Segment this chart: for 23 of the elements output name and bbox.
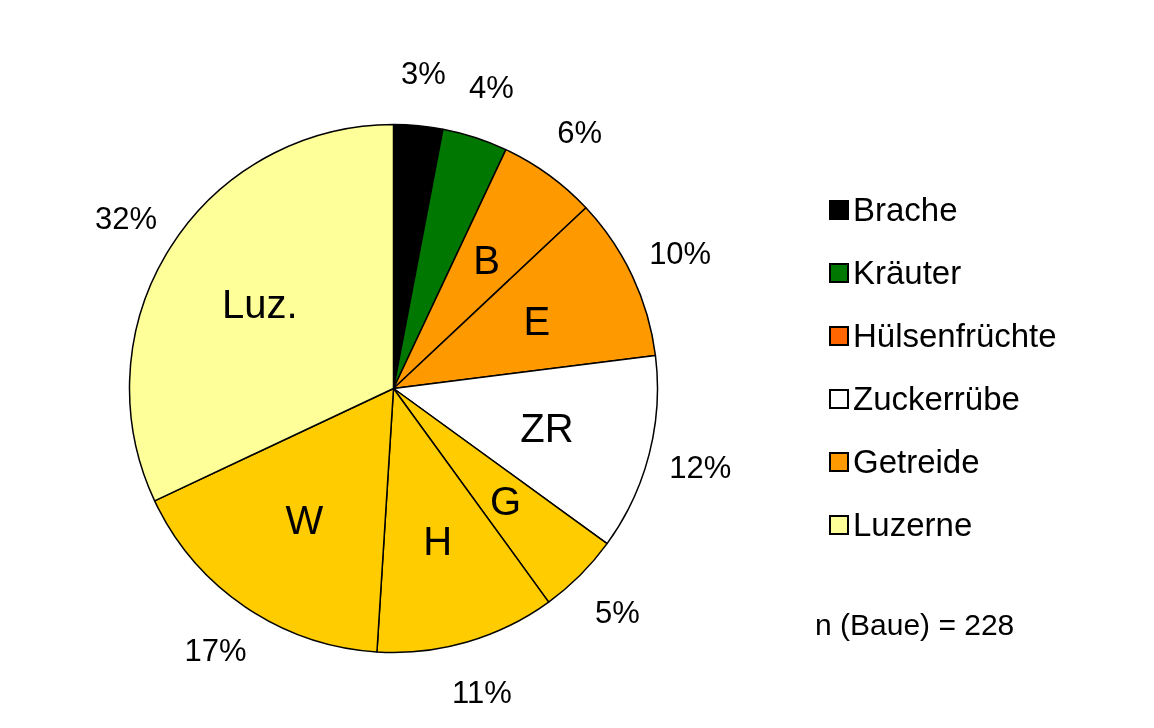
slice-label: E — [523, 299, 551, 344]
text: Luzerne — [853, 504, 973, 545]
text: Brache — [853, 189, 958, 230]
data-label: 11% — [452, 675, 512, 711]
data-label: 32% — [94, 201, 158, 237]
text: Hülsenfrüchte — [853, 315, 1057, 356]
text: n (Baue) = 228 — [815, 607, 1016, 643]
data-label: 6% — [557, 114, 603, 150]
data-label: 17% — [184, 633, 247, 669]
slice-label: Luz. — [221, 281, 298, 326]
data-label: 3% — [400, 55, 446, 91]
data-label: 5% — [595, 595, 640, 631]
data-label: 12% — [669, 449, 732, 485]
slice-label: B — [473, 238, 500, 283]
data-label: 10% — [649, 236, 712, 272]
slice-label: ZR — [520, 405, 574, 450]
slice-label: H — [423, 518, 453, 563]
data-label: 4% — [468, 69, 514, 105]
text: Getreide — [853, 441, 980, 482]
text: Zuckerrübe — [853, 378, 1020, 419]
slice-label: G — [489, 478, 522, 523]
slice-label: W — [285, 497, 324, 542]
text: Kräuter — [853, 252, 962, 293]
